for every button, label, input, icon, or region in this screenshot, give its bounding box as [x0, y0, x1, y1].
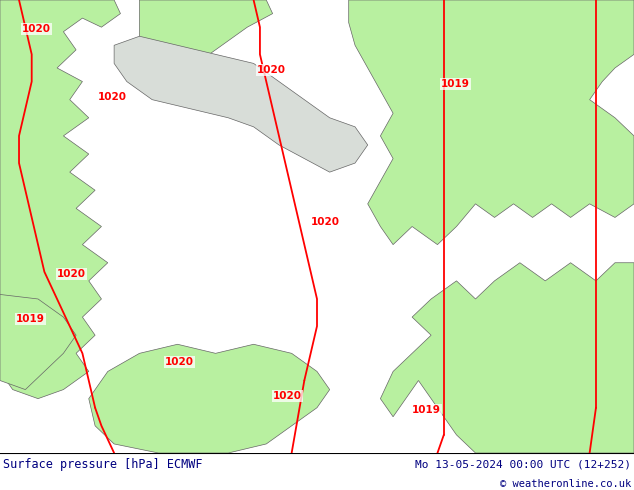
Text: © weatheronline.co.uk: © weatheronline.co.uk	[500, 479, 631, 490]
Text: 1020: 1020	[22, 24, 51, 34]
Polygon shape	[380, 263, 634, 453]
Text: Surface pressure [hPa] ECMWF: Surface pressure [hPa] ECMWF	[3, 458, 203, 470]
Text: 1020: 1020	[98, 93, 127, 102]
Text: 1020: 1020	[165, 357, 194, 368]
Text: 1020: 1020	[273, 392, 302, 401]
Text: 1020: 1020	[311, 217, 340, 227]
Polygon shape	[89, 344, 330, 453]
Polygon shape	[0, 294, 76, 390]
Text: 1020: 1020	[257, 65, 286, 75]
Text: 1019: 1019	[441, 79, 470, 89]
Polygon shape	[114, 36, 368, 172]
Polygon shape	[349, 0, 634, 245]
Text: 1019: 1019	[16, 315, 45, 324]
Text: 1019: 1019	[412, 405, 441, 415]
Text: Mo 13-05-2024 00:00 UTC (12+252): Mo 13-05-2024 00:00 UTC (12+252)	[415, 459, 631, 469]
Polygon shape	[139, 0, 273, 81]
Polygon shape	[0, 0, 120, 399]
Text: 1020: 1020	[57, 269, 86, 279]
